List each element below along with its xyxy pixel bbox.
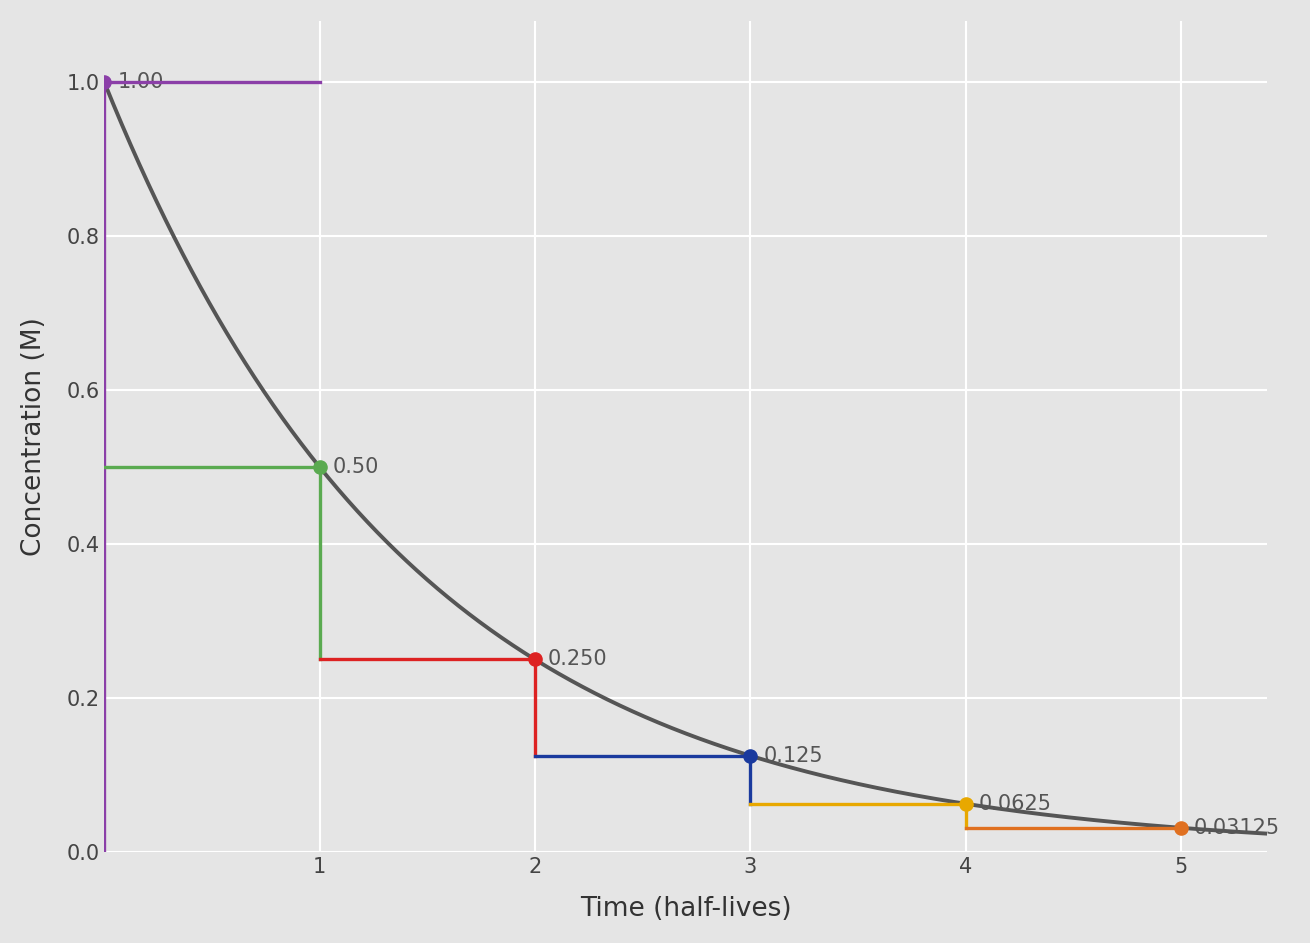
Text: 0.0625: 0.0625	[979, 794, 1052, 814]
Text: 0.50: 0.50	[333, 457, 379, 477]
X-axis label: Time (half-lives): Time (half-lives)	[580, 896, 791, 922]
Y-axis label: Concentration (M): Concentration (M)	[21, 317, 47, 555]
Text: 0.03125: 0.03125	[1193, 818, 1280, 837]
Point	[1170, 820, 1191, 835]
Point	[94, 74, 115, 90]
Text: 0.250: 0.250	[548, 650, 608, 670]
Text: 0.125: 0.125	[764, 746, 823, 766]
Point	[955, 796, 976, 811]
Text: 1.00: 1.00	[118, 73, 164, 92]
Point	[309, 459, 330, 474]
Point	[740, 748, 761, 763]
Point	[524, 652, 545, 667]
